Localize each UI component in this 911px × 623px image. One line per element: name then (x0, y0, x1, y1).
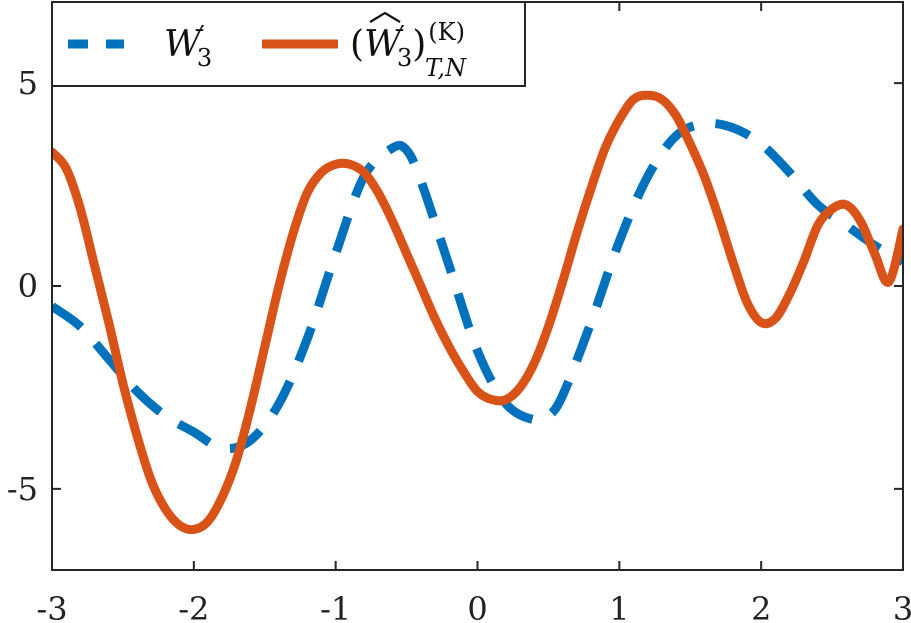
x-tick-label: 0 (467, 590, 487, 623)
series-line-2 (52, 90, 903, 535)
x-tick-label: -3 (36, 590, 67, 623)
x-tick-label: -1 (320, 590, 351, 623)
x-tick-label: -2 (178, 590, 209, 623)
x-tick-label: 3 (893, 590, 911, 623)
plot-area (52, 90, 903, 535)
axes-box (51, 1, 904, 571)
y-tick-label: 5 (18, 64, 38, 102)
legend-label-1: W′ 3 (164, 21, 212, 72)
legend-label-2: (W′ 3)(K) T,N (350, 18, 467, 82)
series-line-1 (52, 118, 903, 454)
legend-hat-accent (369, 11, 401, 23)
legend: W′ 3 (W′ 3)(K) T,N (51, 1, 526, 87)
axes: -3 -2 -1 0 1 2 3 5 0 -5 (7, 1, 911, 623)
y-tick-label: -5 (7, 470, 38, 508)
x-tick-label: 2 (751, 590, 771, 623)
x-tick-label: 1 (609, 590, 629, 623)
y-tick-label: 0 (18, 267, 38, 305)
